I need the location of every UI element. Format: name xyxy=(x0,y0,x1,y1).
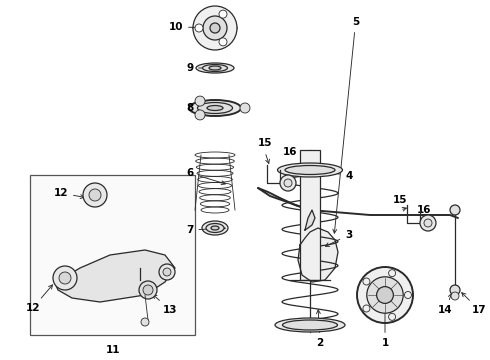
Circle shape xyxy=(203,16,227,40)
Ellipse shape xyxy=(209,66,221,70)
Bar xyxy=(300,150,320,280)
Ellipse shape xyxy=(211,226,219,230)
Circle shape xyxy=(424,219,432,227)
Circle shape xyxy=(219,38,227,46)
Ellipse shape xyxy=(206,224,224,233)
Text: 9: 9 xyxy=(186,63,223,73)
Text: 12: 12 xyxy=(25,285,52,313)
Text: 15: 15 xyxy=(258,138,272,148)
Circle shape xyxy=(367,277,403,313)
Circle shape xyxy=(193,6,237,50)
Ellipse shape xyxy=(197,103,232,113)
Circle shape xyxy=(420,215,436,231)
Circle shape xyxy=(89,189,101,201)
Circle shape xyxy=(159,264,175,280)
Text: 6: 6 xyxy=(186,168,225,185)
Text: 4: 4 xyxy=(328,171,352,181)
Circle shape xyxy=(83,183,107,207)
Circle shape xyxy=(195,96,205,106)
Circle shape xyxy=(59,272,71,284)
Polygon shape xyxy=(55,250,175,302)
Ellipse shape xyxy=(277,163,343,177)
Text: 16: 16 xyxy=(283,147,297,157)
Circle shape xyxy=(451,292,459,300)
Circle shape xyxy=(163,268,171,276)
Circle shape xyxy=(141,318,149,326)
Ellipse shape xyxy=(193,22,237,34)
Text: 5: 5 xyxy=(333,17,359,233)
Text: 13: 13 xyxy=(153,294,177,315)
Circle shape xyxy=(195,24,203,32)
Circle shape xyxy=(139,281,157,299)
Text: 7: 7 xyxy=(186,225,225,235)
Circle shape xyxy=(219,10,227,18)
Ellipse shape xyxy=(202,64,227,72)
Ellipse shape xyxy=(196,63,234,73)
Polygon shape xyxy=(305,210,315,230)
Ellipse shape xyxy=(207,105,223,111)
Ellipse shape xyxy=(202,221,228,235)
Ellipse shape xyxy=(285,166,335,175)
Circle shape xyxy=(210,23,220,33)
Text: 3: 3 xyxy=(325,230,352,246)
Circle shape xyxy=(143,285,153,295)
Circle shape xyxy=(377,287,393,303)
Text: 15: 15 xyxy=(393,195,407,205)
Circle shape xyxy=(357,267,413,323)
Text: 1: 1 xyxy=(381,307,389,348)
Ellipse shape xyxy=(283,320,338,330)
Text: 2: 2 xyxy=(317,310,323,348)
Circle shape xyxy=(284,179,292,187)
Circle shape xyxy=(280,175,296,191)
Circle shape xyxy=(450,205,460,215)
Circle shape xyxy=(240,103,250,113)
Text: 8: 8 xyxy=(186,103,225,113)
Ellipse shape xyxy=(189,100,241,116)
Text: 12: 12 xyxy=(53,188,84,198)
Circle shape xyxy=(450,285,460,295)
Text: 10: 10 xyxy=(169,22,225,32)
Circle shape xyxy=(195,110,205,120)
Text: 11: 11 xyxy=(106,345,120,355)
Polygon shape xyxy=(298,228,338,282)
Text: 14: 14 xyxy=(438,293,453,315)
Text: 16: 16 xyxy=(417,205,431,215)
Circle shape xyxy=(53,266,77,290)
Ellipse shape xyxy=(275,318,345,332)
Text: 17: 17 xyxy=(462,293,487,315)
Bar xyxy=(30,175,195,335)
